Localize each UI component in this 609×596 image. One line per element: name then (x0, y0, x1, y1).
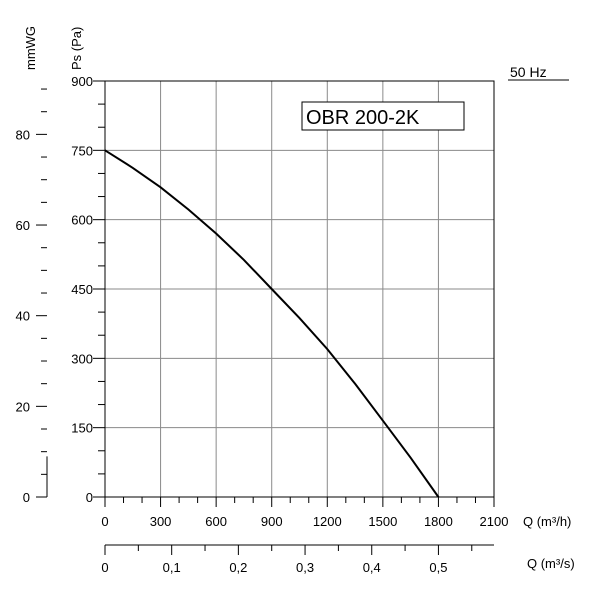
frequency-label: 50 Hz (510, 64, 547, 80)
y-secondary-tick-label: 80 (16, 127, 30, 142)
y-primary-axis-label: Ps (Pa) (69, 27, 84, 70)
y-secondary-tick-label: 40 (16, 309, 30, 324)
x-tick-label: 300 (150, 514, 172, 529)
x-secondary-tick-label: 0 (101, 560, 108, 575)
y-tick-label: 750 (71, 143, 93, 158)
y-tick-label: 0 (86, 490, 93, 505)
x-tick-label: 2100 (480, 514, 509, 529)
x-secondary-tick-label: 0,5 (429, 560, 447, 575)
x-tick-label: 1200 (313, 514, 342, 529)
tick-labels: 0 300 600 900 1200 1500 1800 210001503004506007… (16, 74, 509, 575)
axis-ticks (36, 80, 495, 555)
x-primary-axis-label: Q (m³/h) (523, 514, 571, 529)
y-tick-label: 450 (71, 282, 93, 297)
y-secondary-tick-label: 0 (23, 490, 30, 505)
x-secondary-tick-label: 0,2 (229, 560, 247, 575)
x-tick-label: 0 (101, 514, 108, 529)
x-secondary-axis-label-text: Q (m³/s) (527, 556, 575, 571)
x-tick-label: 1500 (368, 514, 397, 529)
y-tick-label: 150 (71, 421, 93, 436)
series-line (104, 149, 440, 498)
y-secondary-axis-label: mmWG (23, 26, 38, 70)
y-tick-label: 900 (71, 74, 93, 89)
y-tick-label: 300 (71, 351, 93, 366)
x-secondary-tick-label: 0,4 (363, 560, 381, 575)
x-tick-label: 600 (205, 514, 227, 529)
y-tick-label: 600 (71, 213, 93, 228)
x-secondary-tick-label: 0,3 (296, 560, 314, 575)
grid-lines (105, 81, 494, 497)
x-tick-label: 900 (261, 514, 283, 529)
y-secondary-tick-label: 60 (16, 218, 30, 233)
chart-title: OBR 200-2K (306, 107, 420, 129)
x-secondary-tick-label: 0,1 (163, 560, 181, 575)
y-secondary-tick-label: 20 (16, 399, 30, 414)
model-label-box (301, 101, 465, 131)
x-tick-label: 1800 (424, 514, 453, 529)
